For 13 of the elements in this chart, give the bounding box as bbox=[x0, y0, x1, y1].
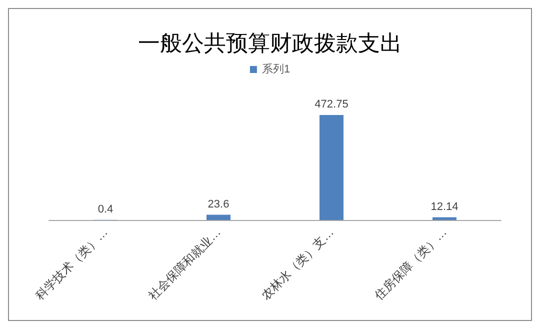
bar bbox=[206, 214, 230, 220]
x-tick-label: 科学技术（类）… bbox=[32, 225, 110, 303]
data-label: 12.14 bbox=[430, 200, 458, 213]
data-label: 0.4 bbox=[98, 203, 114, 216]
data-label: 472.75 bbox=[314, 98, 348, 111]
bar bbox=[320, 115, 344, 220]
legend-label: 系列1 bbox=[262, 62, 290, 76]
bar bbox=[432, 217, 456, 220]
chart-title: 一般公共预算财政拨款支出 bbox=[138, 30, 402, 56]
x-tick-label: 住房保障（类）… bbox=[370, 225, 450, 304]
x-tick-label: 农林水（类）支… bbox=[258, 225, 336, 303]
x-tick-label: 社会保障和就业… bbox=[146, 225, 224, 303]
data-label: 23.6 bbox=[208, 198, 230, 210]
